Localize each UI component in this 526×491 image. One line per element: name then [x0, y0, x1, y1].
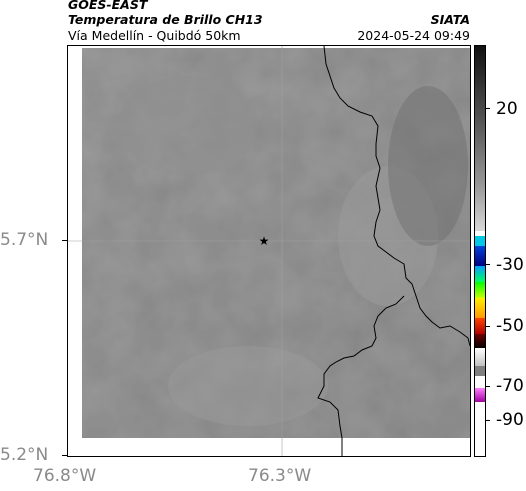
colorbar-tick — [485, 420, 490, 421]
product-title: Temperatura de Brillo CH13 — [68, 12, 263, 27]
colorbar-tick — [485, 386, 490, 387]
colorbar-label: -70 — [496, 376, 524, 396]
star-marker: ★ — [259, 234, 270, 248]
colorbar-label: -30 — [496, 255, 524, 275]
lon-label-east: 76.3°W — [248, 466, 312, 486]
map-canvas: ★ — [68, 46, 470, 456]
lat-label-south: 5.2°N — [0, 445, 49, 465]
satellite-map[interactable]: ★ — [67, 45, 471, 457]
route-subtitle: Vía Medellín - Quibdó 50km — [68, 28, 241, 43]
lat-tick — [62, 240, 67, 241]
colorbar — [474, 45, 486, 457]
colorbar-label: 20 — [496, 99, 518, 119]
department-border — [317, 46, 470, 456]
timestamp: 2024-05-24 09:49 — [357, 28, 470, 43]
lat-label-north: 5.7°N — [0, 230, 49, 250]
agency-label: SIATA — [430, 12, 470, 27]
colorbar-tick — [485, 264, 490, 265]
colorbar-label: -50 — [496, 316, 524, 336]
colorbar-tick — [485, 326, 490, 327]
lon-label-west: 76.8°W — [33, 466, 97, 486]
colorbar-tick — [485, 108, 490, 109]
colorbar-label: -90 — [496, 410, 524, 430]
lat-tick — [62, 455, 67, 456]
satellite-name: GOES-EAST — [68, 0, 148, 12]
